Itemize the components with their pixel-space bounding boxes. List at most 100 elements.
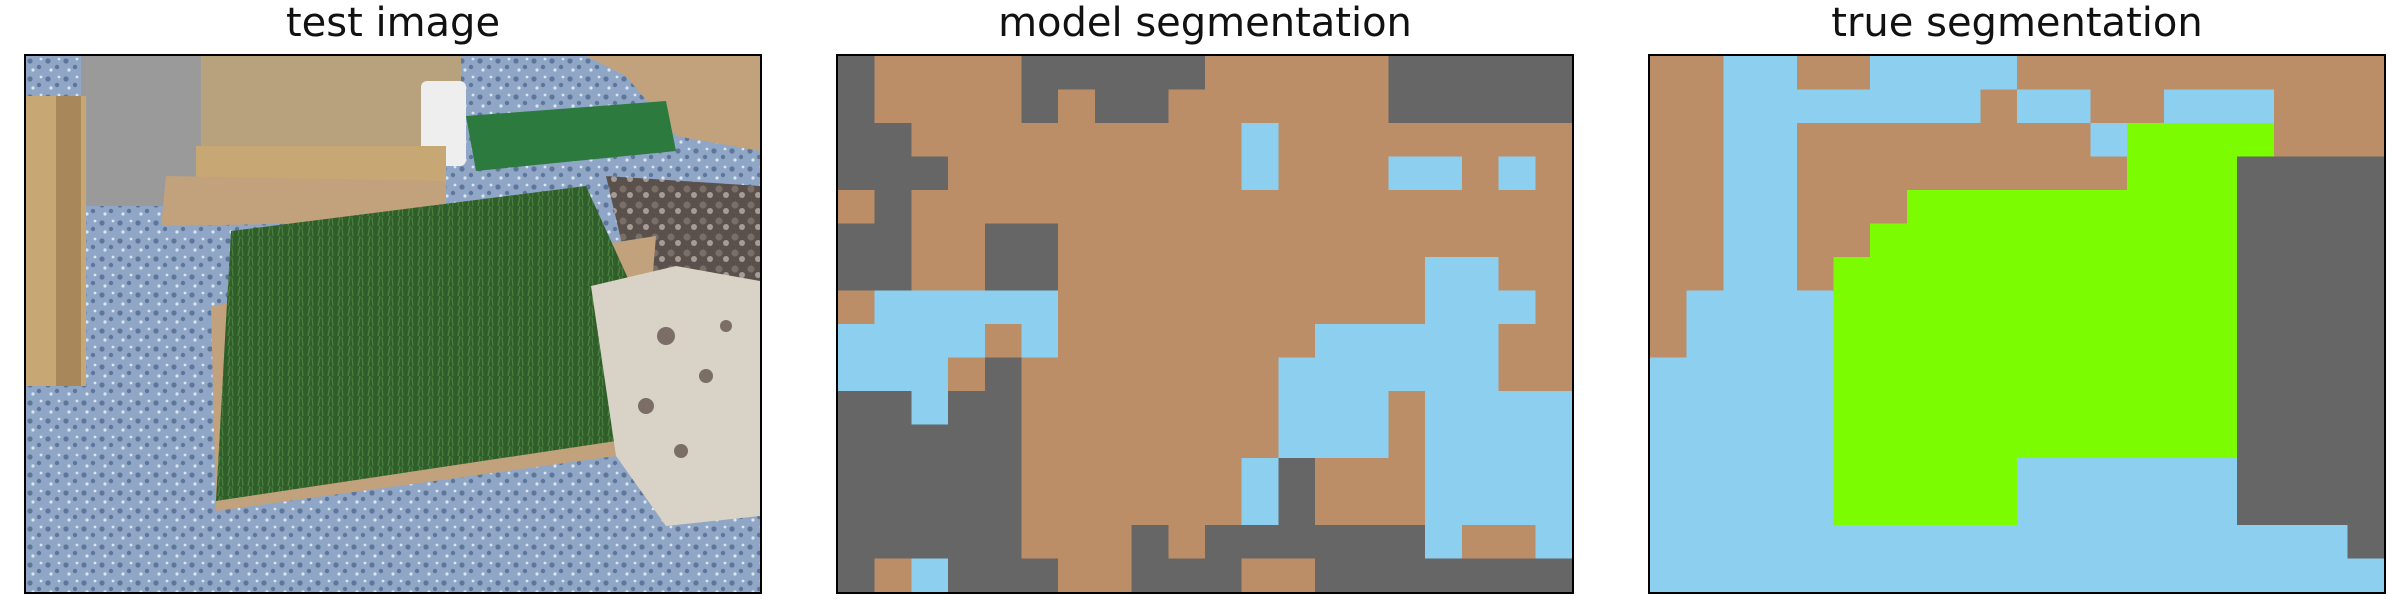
- model-segmentation-cell: [948, 458, 986, 493]
- model-segmentation-cell: [1425, 357, 1463, 392]
- model-segmentation-cell: [1021, 558, 1059, 592]
- true-segmentation-cell: [1686, 357, 1725, 392]
- model-segmentation-cell: [1058, 257, 1096, 292]
- true-segmentation-cell: [2163, 424, 2202, 459]
- model-segmentation-cell: [1241, 458, 1280, 493]
- true-segmentation-cell: [1833, 123, 1871, 158]
- true-segmentation-cell: [1833, 257, 1871, 292]
- true-segmentation-cell: [1943, 357, 1982, 392]
- model-segmentation-cell: [874, 56, 913, 91]
- true-segmentation-cell: [2273, 458, 2312, 493]
- model-segmentation-cell: [1498, 357, 1537, 392]
- test-image: [26, 56, 760, 592]
- true-segmentation-cell: [2273, 223, 2312, 258]
- model-segmentation-cell: [1315, 357, 1353, 392]
- true-segmentation-cell: [2017, 458, 2055, 493]
- model-segmentation-cell: [1388, 123, 1426, 158]
- true-segmentation-cell: [1870, 424, 1908, 459]
- true-segmentation-cell: [1980, 491, 2018, 526]
- model-segmentation-cell: [838, 391, 876, 426]
- true-segmentation-cell: [1686, 324, 1725, 359]
- model-segmentation-cell: [1351, 324, 1390, 359]
- model-segmentation-cell: [1241, 424, 1280, 459]
- true-segmentation-cell: [2347, 525, 2384, 560]
- model-segmentation-cell: [1315, 290, 1353, 325]
- true-segmentation-cell: [2237, 89, 2275, 124]
- model-segmentation-cell: [1094, 290, 1133, 325]
- model-segmentation-cell: [1315, 525, 1353, 560]
- true-segmentation-cell: [1723, 290, 1761, 325]
- model-segmentation-cell: [1315, 491, 1353, 526]
- model-segmentation-cell: [1278, 257, 1316, 292]
- true-segmentation-cell: [2053, 525, 2092, 560]
- true-segmentation-cell: [2127, 558, 2165, 592]
- true-segmentation-cell: [2127, 56, 2165, 91]
- true-segmentation-cell: [1796, 357, 1835, 392]
- true-segmentation-cell: [2163, 190, 2202, 225]
- model-segmentation-cell: [874, 391, 913, 426]
- model-segmentation-cell: [1021, 123, 1059, 158]
- model-segmentation-cell: [1498, 223, 1537, 258]
- model-segmentation-cell: [1021, 424, 1059, 459]
- model-segmentation-cell: [1205, 56, 1243, 91]
- true-segmentation-cell: [2237, 56, 2275, 91]
- model-segmentation-cell: [1498, 491, 1537, 526]
- model-segmentation-cell: [911, 491, 949, 526]
- true-segmentation-cell: [2127, 190, 2165, 225]
- model-segmentation-cell: [1425, 257, 1463, 292]
- model-segmentation-cell: [1168, 324, 1206, 359]
- true-segmentation-cell: [2090, 324, 2128, 359]
- true-segmentation-cell: [2053, 156, 2092, 191]
- true-segmentation-cell: [1796, 89, 1835, 124]
- true-segmentation-cell: [1906, 190, 1945, 225]
- true-segmentation-cell: [2237, 324, 2275, 359]
- true-segmentation-cell: [2127, 257, 2165, 292]
- model-segmentation-cell: [911, 223, 949, 258]
- model-segmentation-cell: [1205, 123, 1243, 158]
- model-segmentation-cell: [911, 89, 949, 124]
- true-segmentation-cell: [1980, 156, 2018, 191]
- true-segmentation-cell: [2017, 190, 2055, 225]
- model-segmentation-cell: [1058, 56, 1096, 91]
- model-segmentation-cell: [1205, 391, 1243, 426]
- model-segmentation-cell: [1535, 324, 1572, 359]
- model-segmentation-cell: [1461, 290, 1500, 325]
- model-segmentation-cell: [1388, 458, 1426, 493]
- model-segmentation-cell: [1021, 190, 1059, 225]
- true-segmentation-cell: [1833, 558, 1871, 592]
- true-segmentation-cell: [1760, 424, 1798, 459]
- model-segmentation-cell: [1205, 357, 1243, 392]
- true-segmentation-cell: [1760, 56, 1798, 91]
- true-segmentation-cell: [1796, 558, 1835, 592]
- true-segmentation-cell: [2310, 89, 2349, 124]
- model-segmentation-cell: [874, 424, 913, 459]
- model-segmentation-cell: [984, 257, 1023, 292]
- model-segmentation-cell: [948, 89, 986, 124]
- true-segmentation-cell: [1796, 458, 1835, 493]
- true-segmentation-cell: [1833, 525, 1871, 560]
- true-segmentation-cell: [2237, 391, 2275, 426]
- model-segmentation-cell: [1388, 257, 1426, 292]
- true-segmentation-cell: [1943, 290, 1982, 325]
- model-segmentation-cell: [911, 257, 949, 292]
- true-segmentation-cell: [1723, 324, 1761, 359]
- model-segmentation-cell: [984, 491, 1023, 526]
- model-segmentation-cell: [1094, 357, 1133, 392]
- model-segmentation-title: model segmentation: [998, 0, 1412, 46]
- true-segmentation-cell: [1980, 324, 2018, 359]
- model-segmentation-cell: [984, 525, 1023, 560]
- true-segmentation-cell: [1980, 223, 2018, 258]
- model-segmentation-cell: [1388, 223, 1426, 258]
- model-segmentation-cell: [1278, 156, 1316, 191]
- model-segmentation-cell: [1058, 324, 1096, 359]
- model-segmentation-map: [838, 56, 1572, 592]
- true-segmentation-cell: [2347, 290, 2384, 325]
- true-segmentation-cell: [2090, 89, 2128, 124]
- model-segmentation-cell: [1388, 190, 1426, 225]
- model-segmentation-cell: [838, 491, 876, 526]
- model-segmentation-cell: [874, 89, 913, 124]
- true-segmentation-cell: [2017, 324, 2055, 359]
- true-segmentation-cell: [1796, 190, 1835, 225]
- true-segmentation-cell: [1723, 123, 1761, 158]
- true-segmentation-cell: [2053, 223, 2092, 258]
